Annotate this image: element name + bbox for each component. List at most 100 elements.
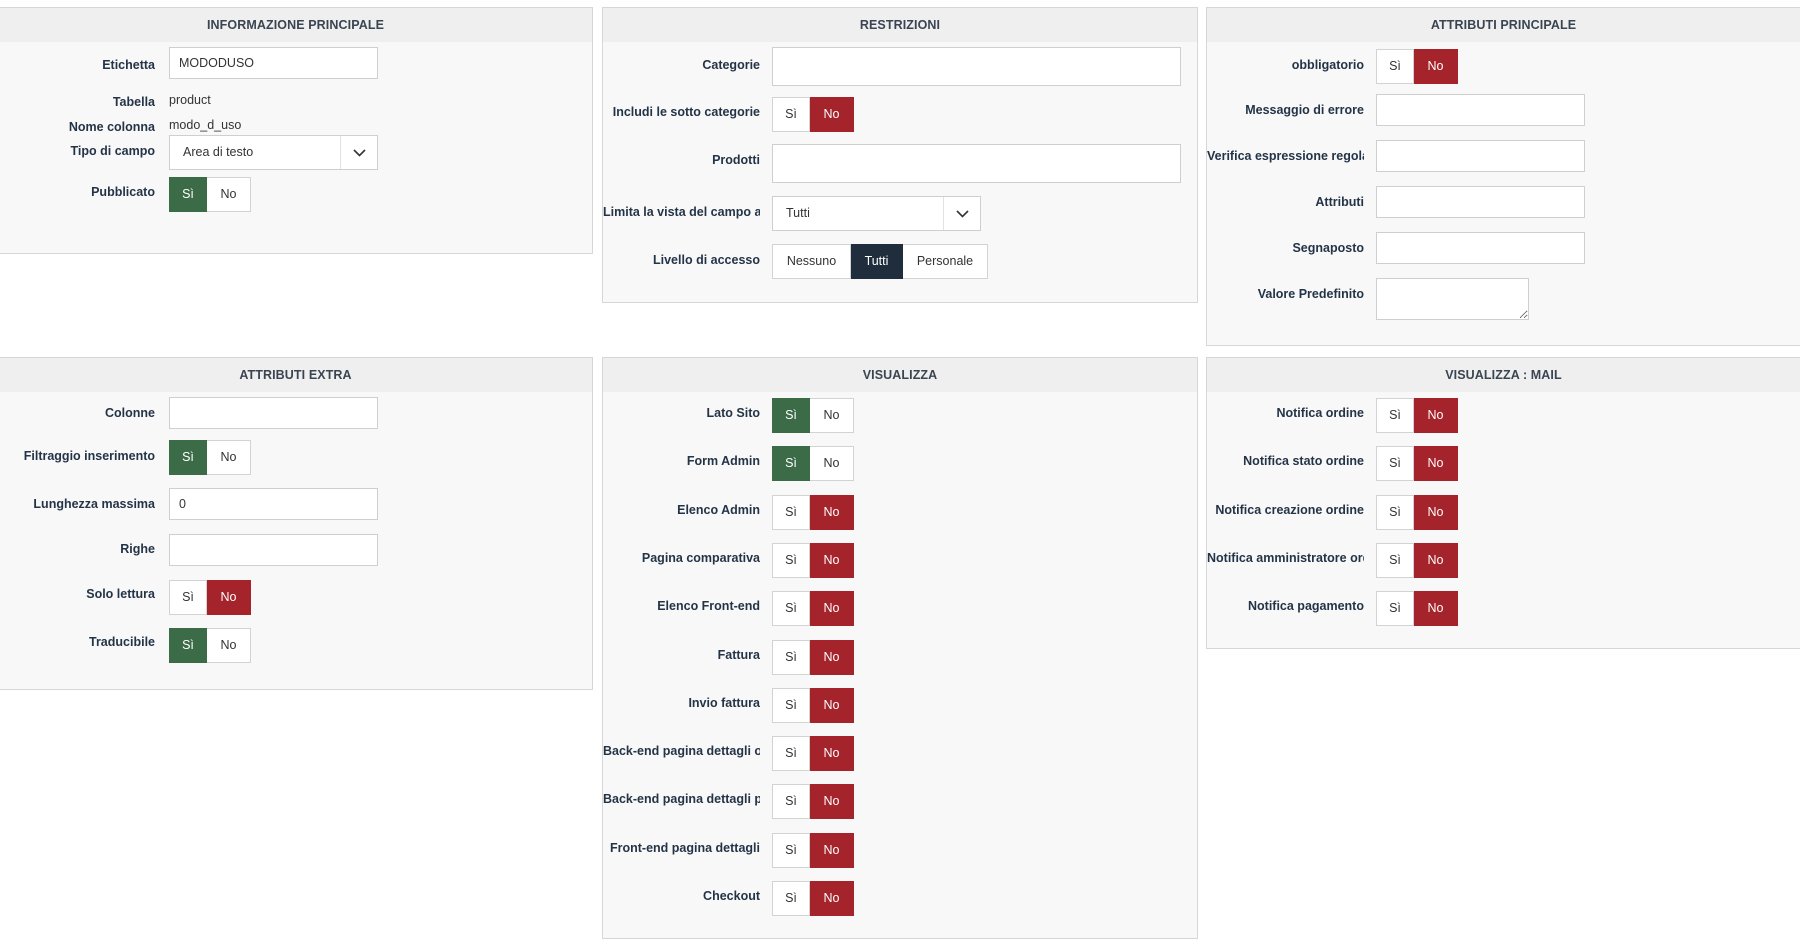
no-option[interactable]: No	[1414, 542, 1458, 578]
yes-option[interactable]: Sì	[772, 832, 810, 868]
messaggio-errore-label: Messaggio di errore	[1245, 103, 1364, 117]
sotto-categorie-toggle[interactable]: Sì No	[772, 97, 854, 132]
back-end-pagina-dettagli-ordine-label: Back-end pagina dettagli ordine	[603, 744, 760, 759]
yes-option[interactable]: Sì	[772, 494, 810, 530]
valore-predefinito-textarea[interactable]	[1376, 278, 1529, 320]
verifica-espressione-input[interactable]	[1376, 140, 1585, 172]
yes-option[interactable]: Sì	[772, 881, 810, 916]
no-option[interactable]: No	[810, 446, 854, 482]
limita-label: Limita la vista del campo a	[603, 205, 760, 219]
notifica-creazione-ordine-toggle[interactable]: Sì No	[1376, 494, 1458, 530]
no-option[interactable]: No	[1414, 446, 1458, 482]
checkout-toggle[interactable]: Sì No	[772, 881, 854, 916]
no-option[interactable]: No	[1414, 49, 1458, 84]
livello-accesso-group[interactable]: Nessuno Tutti Personale	[772, 244, 988, 279]
no-option[interactable]: No	[1414, 494, 1458, 530]
messaggio-errore-input[interactable]	[1376, 94, 1585, 126]
no-option[interactable]: No	[810, 687, 854, 723]
categorie-input[interactable]	[772, 47, 1181, 86]
yes-option[interactable]: Sì	[772, 591, 810, 627]
colonne-input[interactable]	[169, 397, 378, 429]
no-option[interactable]: No	[810, 784, 854, 820]
form-admin-toggle[interactable]: Sì No	[772, 446, 854, 482]
yes-option[interactable]: Sì	[1376, 591, 1414, 627]
invio-fattura-toggle[interactable]: Sì No	[772, 687, 854, 723]
no-option[interactable]: No	[810, 398, 854, 433]
no-option[interactable]: No	[207, 580, 251, 615]
lato-sito-toggle[interactable]: Sì No	[772, 398, 854, 433]
no-option[interactable]: No	[207, 628, 251, 663]
panel-title: VISUALIZZA	[603, 358, 1197, 392]
yes-option[interactable]: Sì	[169, 580, 207, 615]
tipo-campo-select[interactable]: Area di testo	[169, 135, 378, 170]
segnaposto-label: Segnaposto	[1292, 241, 1364, 255]
yes-option[interactable]: Sì	[772, 736, 810, 772]
yes-option[interactable]: Sì	[772, 639, 810, 675]
no-option[interactable]: No	[810, 639, 854, 675]
colonne-label: Colonne	[105, 406, 155, 420]
yes-option[interactable]: Sì	[1376, 49, 1414, 84]
back-end-pagina-dettagli-ordine-toggle[interactable]: Sì No	[772, 736, 854, 772]
prodotti-input[interactable]	[772, 144, 1181, 183]
no-option[interactable]: No	[810, 542, 854, 578]
no-option[interactable]: No	[810, 881, 854, 916]
yes-option[interactable]: Sì	[1376, 398, 1414, 433]
yes-option[interactable]: Sì	[772, 784, 810, 820]
righe-label: Righe	[120, 542, 155, 556]
no-option[interactable]: No	[207, 177, 251, 212]
traducibile-label: Traducibile	[89, 635, 155, 649]
notifica-stato-ordine-toggle[interactable]: Sì No	[1376, 446, 1458, 482]
pagina-comparativa-toggle[interactable]: Sì No	[772, 542, 854, 578]
fattura-toggle[interactable]: Sì No	[772, 639, 854, 675]
yes-option[interactable]: Sì	[1376, 542, 1414, 578]
solo-lettura-toggle[interactable]: Sì No	[169, 580, 251, 615]
yes-option[interactable]: Sì	[772, 398, 810, 433]
filtraggio-label: Filtraggio inserimento	[23, 449, 155, 463]
elenco-admin-toggle[interactable]: Sì No	[772, 494, 854, 530]
limita-select[interactable]: Tutti	[772, 196, 981, 231]
attributi-input[interactable]	[1376, 186, 1585, 218]
righe-input[interactable]	[169, 534, 378, 566]
verifica-espressione-label: Verifica espressione regolare	[1207, 149, 1364, 163]
no-option[interactable]: No	[810, 97, 854, 132]
prodotti-label: Prodotti	[712, 153, 760, 167]
notifica-pagamento-toggle[interactable]: Sì No	[1376, 591, 1458, 627]
lunghezza-input[interactable]	[169, 488, 378, 520]
livello-option-nessuno[interactable]: Nessuno	[772, 244, 851, 279]
yes-option[interactable]: Sì	[169, 628, 207, 663]
notifica-ordine-toggle[interactable]: Sì No	[1376, 398, 1458, 433]
yes-option[interactable]: Sì	[1376, 494, 1414, 530]
livello-option-tutti[interactable]: Tutti	[851, 244, 903, 279]
yes-option[interactable]: Sì	[1376, 446, 1414, 482]
no-option[interactable]: No	[810, 832, 854, 868]
obbligatorio-toggle[interactable]: Sì No	[1376, 49, 1458, 84]
yes-option[interactable]: Sì	[772, 542, 810, 578]
yes-option[interactable]: Sì	[772, 446, 810, 482]
no-option[interactable]: No	[1414, 398, 1458, 433]
no-option[interactable]: No	[207, 440, 251, 475]
no-option[interactable]: No	[810, 736, 854, 772]
yes-option[interactable]: Sì	[169, 440, 207, 475]
livello-option-personale[interactable]: Personale	[903, 244, 988, 279]
front-end-pagina-dettagli-label: Front-end pagina dettagli	[610, 840, 760, 855]
no-option[interactable]: No	[1414, 591, 1458, 627]
attributi-label: Attributi	[1315, 195, 1364, 209]
yes-option[interactable]: Sì	[169, 177, 207, 212]
back-end-pagina-dettagli-prodotto-toggle[interactable]: Sì No	[772, 784, 854, 820]
front-end-pagina-dettagli-toggle[interactable]: Sì No	[772, 832, 854, 868]
panel-title: INFORMAZIONE PRINCIPALE	[0, 8, 592, 42]
segnaposto-input[interactable]	[1376, 232, 1585, 264]
panel-visualizza-mail: VISUALIZZA : MAIL Notifica ordine Sì No Not…	[1206, 357, 1800, 649]
valore-predefinito-label: Valore Predefinito	[1257, 287, 1364, 301]
pubblicato-toggle[interactable]: Sì No	[169, 177, 251, 212]
no-option[interactable]: No	[810, 591, 854, 627]
no-option[interactable]: No	[810, 494, 854, 530]
tipo-campo-label: Tipo di campo	[70, 144, 156, 158]
elenco-front-end-toggle[interactable]: Sì No	[772, 591, 854, 627]
filtraggio-toggle[interactable]: Sì No	[169, 440, 251, 475]
traducibile-toggle[interactable]: Sì No	[169, 628, 251, 663]
notifica-amministratore-ordine-toggle[interactable]: Sì No	[1376, 542, 1458, 578]
etichetta-input[interactable]	[169, 47, 378, 79]
yes-option[interactable]: Sì	[772, 687, 810, 723]
yes-option[interactable]: Sì	[772, 97, 810, 132]
